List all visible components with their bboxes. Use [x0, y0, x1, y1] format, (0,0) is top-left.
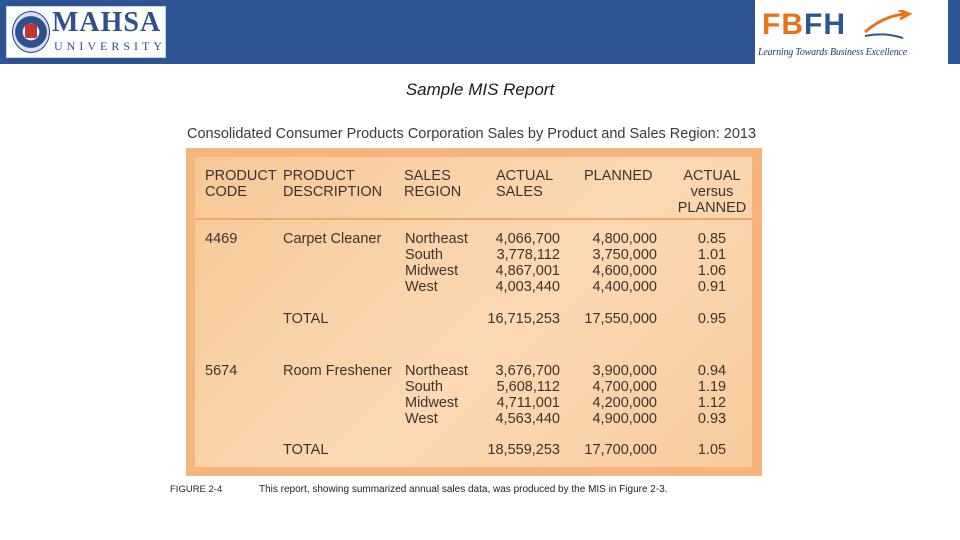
figure-caption: This report, showing summarized annual s… — [259, 484, 668, 495]
product-description: Room Freshener — [283, 363, 392, 379]
actual-sales-values: 3,676,700 5,608,112 4,711,001 4,563,440 — [495, 363, 560, 427]
total-ratio: 1.05 — [697, 442, 727, 458]
ratio-values: 0.94 1.19 1.12 0.93 — [697, 363, 727, 427]
col-header-actual-sales: ACTUAL SALES — [496, 168, 554, 200]
report-title: Consolidated Consumer Products Corporati… — [187, 126, 757, 142]
col-header-product-code: PRODUCT CODE — [205, 168, 277, 200]
col-header-sales-region: SALES REGION — [404, 168, 462, 200]
university-seal-icon — [12, 11, 50, 53]
col-header-planned: PLANNED — [584, 168, 653, 184]
slide-title: Sample MIS Report — [405, 80, 555, 99]
product-code: 5674 — [205, 363, 238, 379]
sales-regions: Northeast South Midwest West — [405, 363, 468, 427]
actual-sales-values: 4,066,700 3,778,112 4,867,001 4,003,440 — [495, 231, 560, 295]
total-actual: 18,559,253 — [487, 442, 560, 458]
product-description: Carpet Cleaner — [283, 231, 382, 247]
col-header-product-description: PRODUCT DESCRIPTION — [283, 168, 383, 200]
fbfh-part2: FH — [804, 8, 846, 41]
mahsa-university-logo: MAHSA UNIVERSITY — [6, 6, 166, 58]
sales-regions: Northeast South Midwest West — [405, 231, 468, 295]
total-ratio: 0.95 — [697, 311, 727, 327]
total-label: TOTAL — [283, 442, 329, 458]
figure-label: FIGURE 2-4 — [170, 484, 223, 495]
total-planned: 17,700,000 — [584, 442, 657, 458]
planned-values: 3,900,000 4,700,000 4,200,000 4,900,000 — [592, 363, 657, 427]
ratio-values: 0.85 1.01 1.06 0.91 — [697, 231, 727, 295]
logo-name: MAHSA — [52, 7, 162, 38]
total-actual: 16,715,253 — [487, 311, 560, 327]
planned-values: 4,800,000 3,750,000 4,600,000 4,400,000 — [592, 231, 657, 295]
fbfh-part1: FB — [762, 8, 804, 41]
report-table-body — [195, 157, 752, 467]
fbfh-tagline: Learning Towards Business Excellence — [758, 47, 907, 58]
header-divider — [195, 218, 752, 220]
logo-subtitle: UNIVERSITY — [54, 39, 166, 53]
total-planned: 17,550,000 — [584, 311, 657, 327]
col-header-actual-vs-planned: ACTUAL versus PLANNED — [677, 168, 747, 216]
arrows-icon — [864, 10, 913, 39]
product-code: 4469 — [205, 231, 238, 247]
fbfh-logo: FBFH Learning Towards Business Excellenc… — [755, 0, 948, 64]
fbfh-wordmark: FBFH — [762, 8, 846, 42]
total-label: TOTAL — [283, 311, 329, 327]
